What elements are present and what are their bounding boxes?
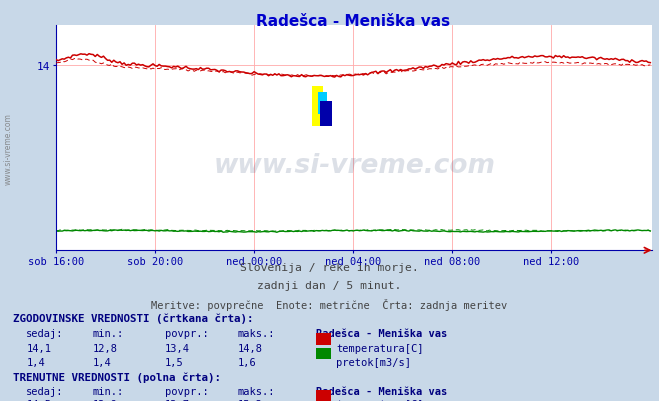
Bar (320, 102, 331, 127)
Text: zadnji dan / 5 minut.: zadnji dan / 5 minut. (257, 281, 402, 291)
Text: 1,6: 1,6 (237, 357, 256, 367)
Text: 1,4: 1,4 (26, 357, 45, 367)
Text: 13,4: 13,4 (165, 343, 190, 353)
Text: Meritve: povprečne  Enote: metrične  Črta: zadnja meritev: Meritve: povprečne Enote: metrične Črta:… (152, 299, 507, 311)
Text: Slovenija / reke in morje.: Slovenija / reke in morje. (240, 263, 419, 273)
Text: sedaj:: sedaj: (26, 386, 64, 396)
Text: maks.:: maks.: (237, 328, 275, 338)
Text: maks.:: maks.: (237, 386, 275, 396)
Text: Radešca - Meniška vas: Radešca - Meniška vas (316, 328, 447, 338)
Text: 14,8: 14,8 (237, 343, 262, 353)
Text: www.si-vreme.com: www.si-vreme.com (214, 152, 495, 178)
Text: povpr.:: povpr.: (165, 386, 208, 396)
Text: 14,5: 14,5 (26, 399, 51, 401)
Text: min.:: min.: (92, 386, 123, 396)
Text: povpr.:: povpr.: (165, 328, 208, 338)
Text: 1,5: 1,5 (165, 357, 183, 367)
Text: 1,4: 1,4 (92, 357, 111, 367)
Text: min.:: min.: (92, 328, 123, 338)
Text: Radešca - Meniška vas: Radešca - Meniška vas (256, 14, 449, 29)
Text: sedaj:: sedaj: (26, 328, 64, 338)
Text: Radešca - Meniška vas: Radešca - Meniška vas (316, 386, 447, 396)
Text: 14,1: 14,1 (26, 343, 51, 353)
Text: temperatura[C]: temperatura[C] (336, 343, 424, 353)
Text: 13,7: 13,7 (165, 399, 190, 401)
Text: 15,2: 15,2 (237, 399, 262, 401)
Text: TRENUTNE VREDNOSTI (polna črta):: TRENUTNE VREDNOSTI (polna črta): (13, 372, 221, 382)
Text: pretok[m3/s]: pretok[m3/s] (336, 357, 411, 367)
Text: ZGODOVINSKE VREDNOSTI (črtkana črta):: ZGODOVINSKE VREDNOSTI (črtkana črta): (13, 313, 254, 323)
Bar (312, 87, 323, 127)
Text: temperatura[C]: temperatura[C] (336, 399, 424, 401)
Text: www.si-vreme.com: www.si-vreme.com (3, 113, 13, 184)
Text: 12,9: 12,9 (92, 399, 117, 401)
Text: 12,8: 12,8 (92, 343, 117, 353)
Bar (318, 93, 327, 115)
